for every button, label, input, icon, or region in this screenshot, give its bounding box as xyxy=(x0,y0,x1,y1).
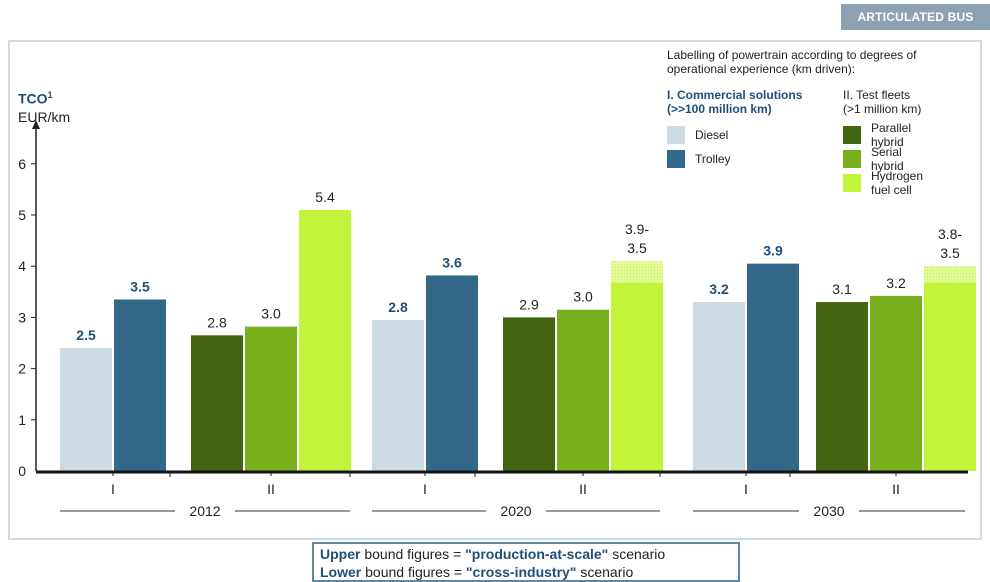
bar-range-upper xyxy=(611,261,663,283)
data-label: 3.0 xyxy=(261,306,281,322)
data-label: 3.5 xyxy=(130,278,150,294)
articulated-bus-tag: ARTICULATED BUS xyxy=(841,4,990,30)
y-tick-label: 6 xyxy=(18,156,26,172)
data-label: 2.5 xyxy=(76,327,96,343)
note-lower-lead: Lower xyxy=(320,564,362,580)
chart-frame xyxy=(8,40,982,540)
bar-trolley xyxy=(114,299,166,471)
data-label: 3.5 xyxy=(940,245,960,261)
bar-hydrogen-fuel-cell xyxy=(299,209,351,471)
y-axis-title: TCO1 EUR/km xyxy=(18,86,70,126)
y-tick-label: 5 xyxy=(18,207,26,223)
data-label: 3.6 xyxy=(442,254,462,270)
bar-serial-hybrid xyxy=(245,326,297,471)
bar-diesel xyxy=(693,302,745,471)
bar-trolley xyxy=(426,275,478,471)
group-label: II xyxy=(892,481,900,497)
data-label: 3.8- xyxy=(938,226,962,242)
year-label: 2012 xyxy=(189,503,220,519)
y-axis-footnote: 1 xyxy=(47,90,53,100)
bar-trolley xyxy=(747,263,799,471)
legend-item-parallel-hybrid: Parallel hybrid xyxy=(843,121,911,149)
bar-serial-hybrid xyxy=(557,309,609,471)
data-label: 3.2 xyxy=(709,281,729,297)
legend-swatch-parallel-hybrid xyxy=(843,126,861,144)
legend-group-commercial-title: I. Commercial solutions xyxy=(667,88,803,102)
legend-swatch-serial-hybrid xyxy=(843,150,861,168)
legend-label-hydrogen-fuel-cell: Hydrogen fuel cell xyxy=(871,169,924,197)
legend-swatch-diesel xyxy=(667,126,685,144)
year-label: 2030 xyxy=(813,503,844,519)
y-tick-label: 1 xyxy=(18,412,26,428)
data-label: 2.9 xyxy=(519,296,539,312)
note-upper-tail: scenario xyxy=(608,546,666,562)
data-label: 2.8 xyxy=(207,314,227,330)
bar-parallel-hybrid xyxy=(503,317,555,471)
y-axis-arrow xyxy=(32,120,40,129)
legend-group-test-sub: (>1 million km) xyxy=(843,102,922,116)
legend-group-test: II. Test fleets (>1 million km) xyxy=(843,88,973,116)
scenario-note: Upper bound figures = "production-at-sca… xyxy=(312,542,740,582)
legend-label-serial-hybrid: Serial hybrid xyxy=(871,145,904,173)
note-upper-line: Upper bound figures = "production-at-sca… xyxy=(320,545,738,563)
y-tick-label: 3 xyxy=(18,309,26,325)
bar-parallel-hybrid xyxy=(816,302,868,471)
legend-label-diesel: Diesel xyxy=(695,128,729,142)
y-tick-label: 0 xyxy=(18,463,26,479)
group-label: II xyxy=(267,481,275,497)
bar-parallel-hybrid xyxy=(191,335,243,471)
legend-swatch-hydrogen-fuel-cell xyxy=(843,174,861,192)
group-label: I xyxy=(744,481,748,497)
note-lower-tail: scenario xyxy=(576,564,634,580)
note-upper-lead: Upper xyxy=(320,546,361,562)
data-label: 3.2 xyxy=(886,275,906,291)
legend-group-commercial-sub: (>>100 million km) xyxy=(667,102,772,116)
bar-diesel xyxy=(372,319,424,471)
y-axis-unit: EUR/km xyxy=(18,108,71,125)
data-label: 2.8 xyxy=(388,299,408,315)
legend-item-hydrogen-fuel-cell: Hydrogen fuel cell xyxy=(843,169,923,197)
legend-label-parallel-hybrid: Parallel hybrid xyxy=(871,121,912,149)
note-upper-scenario: "production-at-scale" xyxy=(465,546,609,562)
note-upper-mid: bound figures = xyxy=(360,546,466,562)
data-label: 3.0 xyxy=(573,289,593,305)
bar-range-upper xyxy=(924,266,976,283)
data-label: 5.4 xyxy=(315,189,335,205)
legend-group-commercial: I. Commercial solutions (>>100 million k… xyxy=(667,88,837,116)
note-lower-scenario: "cross-industry" xyxy=(465,564,577,580)
group-label: I xyxy=(111,481,115,497)
y-tick-label: 2 xyxy=(18,361,26,377)
legend-label-trolley: Trolley xyxy=(695,152,731,166)
data-label: 3.5 xyxy=(627,240,647,256)
group-label: II xyxy=(579,481,587,497)
legend-item-trolley: Trolley xyxy=(667,150,731,168)
data-label: 3.9- xyxy=(625,221,649,237)
note-lower-line: Lower bound figures = "cross-industry" s… xyxy=(320,563,738,581)
note-lower-mid: bound figures = xyxy=(361,564,466,580)
group-label: I xyxy=(423,481,427,497)
data-label: 3.1 xyxy=(832,281,852,297)
legend-item-serial-hybrid: Serial hybrid xyxy=(843,145,904,173)
y-tick-label: 4 xyxy=(18,258,26,274)
data-label: 3.9 xyxy=(763,243,783,259)
y-axis-name: TCO xyxy=(18,90,48,107)
legend-heading: Labelling of powertrain according to deg… xyxy=(667,48,917,76)
bar-diesel xyxy=(60,348,112,471)
bar-hydrogen-fuel-cell xyxy=(611,282,663,471)
legend-swatch-trolley xyxy=(667,150,685,168)
year-label: 2020 xyxy=(500,503,531,519)
bar-hydrogen-fuel-cell xyxy=(924,282,976,471)
bar-serial-hybrid xyxy=(870,295,922,471)
legend-group-test-title: II. Test fleets xyxy=(843,88,911,102)
legend-item-diesel: Diesel xyxy=(667,126,728,144)
